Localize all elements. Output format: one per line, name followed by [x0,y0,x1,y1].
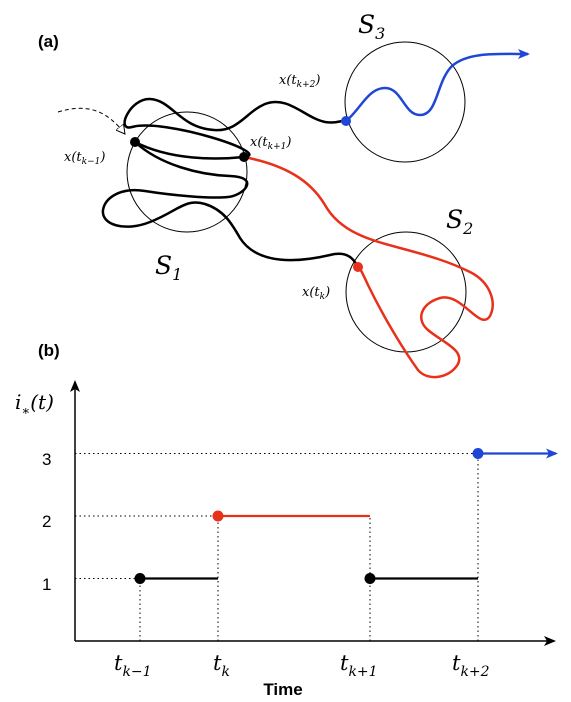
set-s1-circle [126,111,248,233]
y-axis-label: i∗(t) [15,390,54,419]
x-tick-tk-plus-1: tk+1 [340,651,378,680]
incoming-dashed-path [57,107,125,134]
step-point-3 [472,448,484,459]
step-plot [75,448,558,641]
trajectory-black-lower [101,141,360,268]
point-x-tk-minus-1 [130,137,140,147]
label-x-tk: x(tk) [302,285,330,302]
step-point-1 [212,510,224,522]
trajectory-blue [345,48,530,122]
y-tick-1: 1 [42,575,51,594]
point-x-tk-plus-1 [239,152,249,162]
x-tick-tk-plus-2: tk+2 [452,651,490,680]
x-axis-title: Time [263,680,302,699]
label-x-tk-plus-2: x(tk+2) [279,73,320,90]
x-tick-tk: tk [213,651,230,680]
trajectory-black-upper [123,97,347,160]
y-tick-3: 3 [42,450,51,469]
set-s3-label: S3 [358,10,385,43]
set-s3-circle [344,41,466,163]
step-point-0 [134,573,146,584]
step-point-2 [364,573,376,584]
panel-b-label: (b) [38,341,60,360]
panel-a-label: (a) [38,32,59,51]
point-x-tk [353,262,363,272]
label-x-tk-minus-1: x(tk−1) [64,150,105,167]
x-tick-tk-minus-1: tk−1 [114,651,152,680]
set-s2-label: S2 [446,205,473,238]
set-s1-label: S1 [155,251,182,284]
point-x-tk-plus-2 [341,116,351,126]
label-x-tk-plus-1: x(tk+1) [250,135,291,152]
y-tick-2: 2 [42,512,51,531]
trajectory-red [243,155,494,379]
